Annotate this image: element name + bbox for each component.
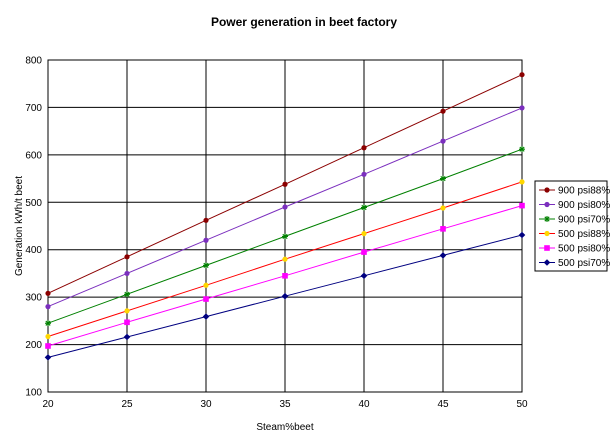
legend-marker [544,245,550,251]
data-point [124,254,130,260]
data-point [361,249,367,255]
legend-item: 900 psi88% [539,186,610,197]
legend-item: 900 psi70% [539,215,610,226]
legend-label: 500 psi88% [558,229,610,240]
data-point [282,233,288,240]
data-point [439,252,447,259]
y-tick-label: 200 [25,340,42,351]
data-point [203,217,209,223]
tick-labels: 20 25 30 35 40 45 50 100 200 300 400 500 600 700 800 [25,56,528,411]
data-point [519,146,525,153]
data-point [519,105,525,111]
y-tick-label: 500 [25,198,42,209]
grid [47,59,523,393]
data-point [519,179,525,185]
chart-title: Power generation in beet factory [211,15,397,29]
data-point [519,72,525,78]
data-point [282,181,288,187]
data-point [440,138,446,144]
y-tick-label: 700 [25,103,42,114]
data-point [203,237,209,243]
legend-marker [544,230,550,237]
data-point [45,290,51,296]
series-0 [45,72,525,296]
data-point [282,256,288,262]
y-tick-label: 600 [25,150,42,161]
data-point [45,304,51,310]
legend-label: 900 psi88% [558,186,610,197]
data-point [440,175,446,182]
series-5 [44,231,526,361]
y-tick-label: 100 [25,388,42,399]
data-point [124,308,130,314]
x-tick-label: 20 [42,399,54,410]
data-point [124,291,130,298]
legend-label: 500 psi70% [558,258,610,269]
x-axis-label: Steam%beet [256,422,313,433]
data-point [361,145,367,151]
data-point [203,282,209,288]
data-point [361,230,367,237]
legend-marker [543,259,551,266]
data-point [281,292,289,300]
data-point [124,319,130,326]
y-tick-label: 300 [25,293,42,304]
data-point [45,320,51,327]
legend: 900 psi88% 900 psi80% 900 psi70% 500 psi88%… [534,180,610,272]
data-point [203,262,209,269]
x-tick-label: 30 [200,399,212,410]
x-tick-label: 50 [516,399,528,410]
legend-item: 500 psi70% [539,258,610,269]
data-point [519,202,525,209]
data-point [45,343,51,349]
series-3 [45,179,525,340]
data-point [282,204,288,210]
data-point [203,296,209,302]
legend-marker [544,216,550,222]
data-point [361,171,367,177]
legend-item: 500 psi80% [539,244,610,255]
legend-box [534,180,608,272]
legend-label: 900 psi80% [558,200,610,211]
legend-label: 500 psi80% [558,244,610,255]
legend-item: 500 psi88% [539,229,610,240]
x-tick-label: 45 [437,399,449,410]
data-point [282,273,288,279]
series-group [44,72,526,361]
x-tick-label: 35 [279,399,291,410]
legend-marker [544,187,550,193]
y-axis-label: Generation kWh/t beet [14,176,25,276]
series-2 [45,146,525,327]
data-point [202,313,210,320]
series-4 [45,202,525,349]
y-tick-label: 400 [25,245,42,256]
legend-marker [544,201,550,208]
data-point [123,333,131,341]
legend-item: 900 psi80% [539,200,610,211]
data-point [124,270,130,277]
data-point [44,354,52,361]
data-point [440,108,446,114]
data-point [518,231,526,239]
legend-label: 900 psi70% [558,215,610,226]
x-tick-label: 25 [121,399,133,410]
series-1 [45,105,525,310]
data-point [440,205,446,211]
data-point [440,226,446,232]
data-point [360,272,368,280]
x-tick-label: 40 [358,399,370,410]
y-tick-label: 800 [25,56,42,67]
data-point [45,333,51,340]
data-point [361,204,367,211]
